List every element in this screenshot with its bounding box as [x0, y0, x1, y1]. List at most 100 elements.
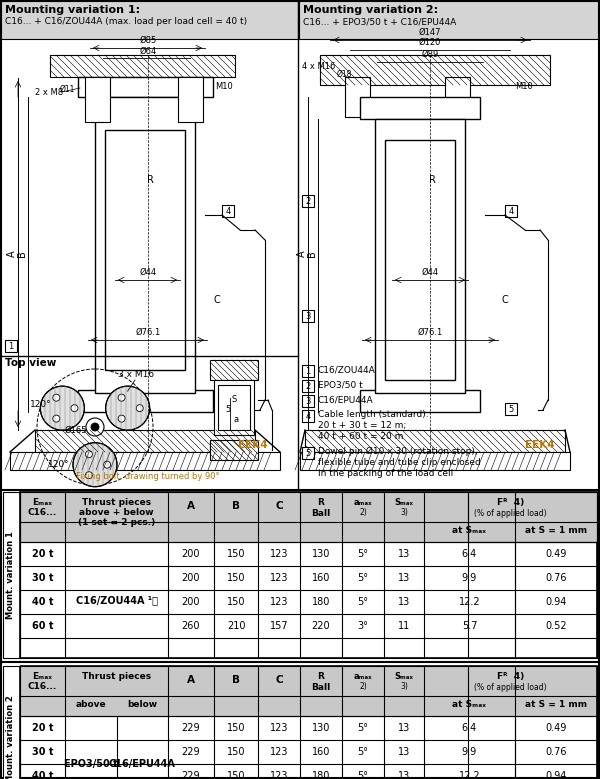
Circle shape: [71, 404, 78, 411]
Text: B: B: [307, 251, 317, 257]
Text: 229: 229: [182, 771, 200, 779]
Circle shape: [53, 394, 60, 401]
Text: 5°: 5°: [358, 573, 368, 583]
Text: Eₘₐₓ: Eₘₐₓ: [32, 498, 53, 507]
Text: 3): 3): [400, 508, 408, 517]
Text: 3: 3: [305, 312, 311, 320]
Text: 13: 13: [398, 597, 410, 607]
Text: 150: 150: [227, 549, 245, 559]
Text: C: C: [502, 295, 509, 305]
Text: flexible tube and tube clip enclosed: flexible tube and tube clip enclosed: [318, 458, 481, 467]
Text: C: C: [275, 675, 283, 685]
Text: Mounting variation 1:: Mounting variation 1:: [5, 5, 140, 15]
Text: 40 t: 40 t: [32, 597, 53, 607]
Bar: [222, 205, 234, 217]
Text: C: C: [214, 295, 221, 305]
Bar: [78, 77, 213, 97]
Bar: [302, 365, 314, 377]
Text: 5: 5: [508, 404, 514, 414]
Bar: [300, 452, 570, 470]
Text: 0.76: 0.76: [545, 573, 567, 583]
Text: A: A: [297, 251, 307, 257]
Text: M10: M10: [515, 82, 533, 91]
Text: 5°: 5°: [358, 549, 368, 559]
Bar: [360, 390, 480, 412]
Text: 5: 5: [305, 449, 311, 457]
Circle shape: [40, 386, 85, 430]
Text: 160: 160: [312, 573, 330, 583]
Text: 229: 229: [182, 723, 200, 733]
Text: C16...: C16...: [28, 682, 57, 691]
Text: 2: 2: [305, 382, 311, 390]
Text: 123: 123: [270, 597, 288, 607]
Text: 220: 220: [311, 621, 331, 631]
Text: Ø44: Ø44: [421, 268, 439, 277]
Text: 4: 4: [226, 206, 230, 216]
Text: C16... + C16/ZOU44A (max. load per load cell = 40 t): C16... + C16/ZOU44A (max. load per load …: [5, 17, 247, 26]
Text: EEK4: EEK4: [525, 440, 554, 450]
Text: 157: 157: [269, 621, 289, 631]
Bar: [95, 97, 195, 393]
Bar: [302, 195, 314, 207]
Text: M10: M10: [215, 82, 233, 91]
Circle shape: [104, 461, 110, 468]
Text: Mount. variation 1: Mount. variation 1: [7, 531, 16, 619]
Text: EPO3/50 t: EPO3/50 t: [318, 380, 363, 389]
Bar: [218, 385, 250, 430]
Text: 2 x M8: 2 x M8: [35, 88, 63, 97]
Text: 60 t: 60 t: [32, 621, 53, 631]
Bar: [20, 522, 597, 542]
Bar: [1, 1, 298, 39]
Text: 200: 200: [182, 597, 200, 607]
Text: Ball: Ball: [311, 683, 331, 692]
Text: 30 t: 30 t: [32, 573, 53, 583]
Text: R: R: [146, 175, 154, 185]
Text: Fᴿ  4): Fᴿ 4): [497, 498, 524, 507]
Text: 123: 123: [270, 771, 288, 779]
Bar: [3, 492, 20, 658]
Circle shape: [91, 423, 99, 431]
Bar: [505, 205, 517, 217]
Text: 2): 2): [359, 682, 367, 691]
Text: Cable length (standard):: Cable length (standard):: [318, 410, 428, 419]
Text: 9.9: 9.9: [462, 573, 477, 583]
Bar: [20, 666, 597, 779]
Bar: [210, 440, 258, 460]
Text: at Sₘₐₓ: at Sₘₐₓ: [452, 700, 487, 709]
Text: 210: 210: [227, 621, 245, 631]
Text: 150: 150: [227, 747, 245, 757]
Bar: [299, 1, 598, 39]
Text: Dowel pin Ø10 x 30 (rotation stop),: Dowel pin Ø10 x 30 (rotation stop),: [318, 447, 478, 456]
Text: S: S: [232, 395, 236, 404]
Text: below: below: [127, 700, 157, 709]
Text: Thrust pieces: Thrust pieces: [82, 498, 151, 507]
Text: 1: 1: [305, 366, 311, 375]
Text: R: R: [317, 672, 325, 681]
Text: Ø44: Ø44: [139, 268, 157, 277]
Text: 160: 160: [312, 747, 330, 757]
Text: Ø76.1: Ø76.1: [418, 328, 443, 337]
Text: aₘₐₓ: aₘₐₓ: [353, 498, 373, 507]
Text: (1 set = 2 pcs.): (1 set = 2 pcs.): [78, 518, 155, 527]
Bar: [105, 130, 185, 370]
Text: Ø76.1: Ø76.1: [136, 328, 161, 337]
Text: 3): 3): [400, 682, 408, 691]
Text: 9.9: 9.9: [462, 747, 477, 757]
Text: 200: 200: [182, 573, 200, 583]
Bar: [178, 77, 203, 122]
Text: 150: 150: [227, 573, 245, 583]
Text: 11: 11: [398, 621, 410, 631]
Text: 4: 4: [508, 206, 514, 216]
Text: C16/ZOU44A: C16/ZOU44A: [318, 365, 376, 374]
Text: 4: 4: [305, 411, 311, 421]
Bar: [78, 390, 213, 412]
Text: Ø18: Ø18: [337, 70, 352, 79]
Text: EEK4: EEK4: [238, 440, 268, 450]
Text: at S = 1 mm: at S = 1 mm: [525, 526, 587, 535]
Text: 13: 13: [398, 723, 410, 733]
Text: Eₘₐₓ: Eₘₐₓ: [32, 672, 53, 681]
Text: Mount. variation 2: Mount. variation 2: [7, 695, 16, 779]
Text: 12.2: 12.2: [458, 771, 481, 779]
Text: 260: 260: [182, 621, 200, 631]
Text: 5°: 5°: [358, 771, 368, 779]
